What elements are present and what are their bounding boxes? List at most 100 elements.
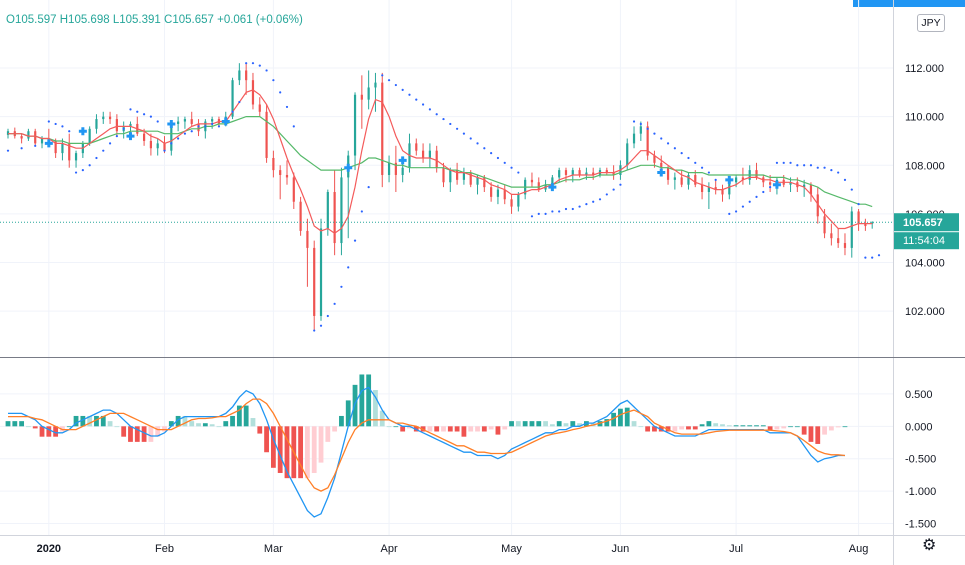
histogram-bar	[461, 426, 467, 437]
psar-dot	[177, 137, 180, 140]
candle-body	[442, 167, 445, 183]
histogram-bar	[808, 426, 814, 442]
cross-marker	[221, 117, 230, 126]
histogram-bar	[447, 426, 453, 432]
candle-body	[279, 170, 282, 175]
psar-dot	[415, 98, 418, 101]
candle-body	[530, 179, 534, 183]
psar-dot	[728, 212, 731, 215]
histogram-bar	[12, 421, 18, 427]
histogram-bar	[202, 423, 208, 427]
candle-body	[490, 187, 493, 197]
signal-line	[8, 398, 846, 492]
histogram-bar	[556, 421, 562, 427]
psar-dot	[456, 127, 459, 130]
candle-body	[476, 177, 479, 185]
psar-dot	[544, 212, 547, 215]
candle-body	[340, 177, 343, 244]
histogram-bar	[624, 407, 630, 427]
histogram-bar	[570, 421, 576, 427]
currency-badge[interactable]: JPY	[917, 14, 945, 32]
psar-dot	[537, 212, 540, 215]
histogram-bar	[216, 426, 222, 428]
histogram-bar	[618, 408, 623, 427]
psar-dot	[245, 62, 248, 65]
histogram-bar	[563, 423, 569, 427]
last-price-badge: 105.657 11:54:04	[894, 213, 959, 250]
histogram-bar	[631, 421, 637, 427]
histogram-bar	[168, 421, 174, 427]
psar-dot	[319, 324, 323, 327]
candle-body	[864, 223, 867, 227]
histogram-bar	[94, 415, 99, 427]
psar-dot	[190, 130, 193, 133]
candle-body	[571, 170, 574, 175]
histogram-bar	[196, 423, 201, 427]
cross-marker	[344, 163, 353, 172]
candle-body	[735, 177, 738, 183]
candle-body	[673, 177, 676, 180]
gear-icon[interactable]: ⚙	[922, 537, 937, 554]
histogram-bar	[577, 423, 582, 427]
last-price-text: 105.657	[903, 217, 943, 229]
histogram-bar	[529, 421, 535, 427]
psar-dot	[74, 171, 78, 174]
candle-body	[272, 157, 275, 171]
psar-dot	[238, 100, 241, 104]
histogram-bar	[128, 426, 133, 442]
candle-body	[755, 170, 758, 178]
psar-dot	[313, 329, 316, 332]
psar-dot	[476, 142, 479, 145]
psar-dot	[340, 285, 343, 288]
psar-dot	[183, 132, 187, 135]
histogram-bar	[747, 425, 753, 427]
open-value: 105.597	[14, 14, 57, 26]
histogram-bar	[121, 426, 127, 437]
time-tick-label: Aug	[849, 543, 869, 555]
candle-body	[809, 184, 813, 195]
candle-body	[74, 153, 78, 161]
cross-marker	[548, 183, 557, 192]
ma-fast-line	[8, 89, 873, 235]
high-value: 105.698	[68, 14, 110, 26]
candle-body	[462, 172, 466, 180]
histogram-bar	[794, 426, 800, 428]
histogram-bar	[155, 426, 161, 437]
macd-tick-label: -1.000	[905, 486, 936, 498]
candle-body	[170, 123, 173, 151]
histogram-bar	[502, 426, 508, 430]
candle-body	[258, 104, 261, 112]
candle-body	[537, 182, 540, 190]
psar-dot	[231, 110, 234, 113]
psar-dot	[197, 125, 200, 128]
candle-body	[469, 172, 472, 185]
time-tick-label: Mar	[264, 543, 283, 555]
psar-dot	[687, 156, 690, 160]
histogram-bar	[66, 426, 72, 428]
candle-body	[292, 177, 295, 202]
top-accent-bar	[853, 0, 965, 7]
psar-dot	[81, 169, 84, 172]
psar-dot	[823, 166, 826, 169]
close-value: 105.657	[172, 14, 214, 26]
psar-dot	[707, 171, 710, 174]
macd-tick-label: 0.000	[905, 421, 933, 433]
psar-dot	[517, 171, 520, 174]
histogram-bar	[543, 421, 548, 427]
candle-body	[496, 189, 500, 197]
candle-body	[20, 136, 23, 139]
candle-body	[857, 211, 860, 224]
psar-dot	[843, 178, 847, 181]
histogram-bar	[509, 421, 514, 427]
histogram-bar	[318, 426, 324, 463]
close-label: C	[164, 14, 173, 26]
candle-body	[238, 70, 241, 81]
candle-body	[129, 123, 132, 127]
histogram-bar	[162, 426, 167, 432]
histogram-bar	[32, 426, 38, 429]
psar-dot	[272, 79, 275, 82]
psar-dot	[598, 198, 602, 201]
histogram-bar	[366, 374, 372, 427]
histogram-bar	[672, 426, 678, 432]
